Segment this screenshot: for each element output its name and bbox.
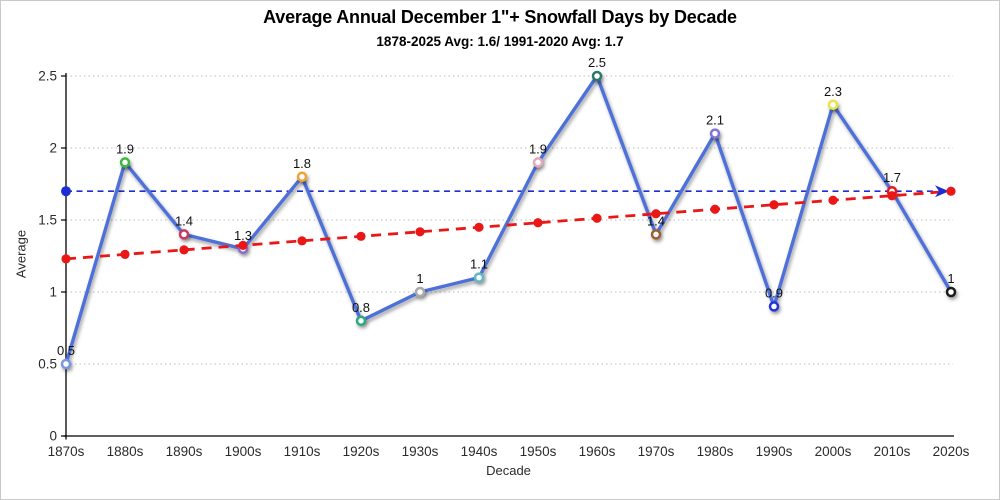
data-label-1890s: 1.4 bbox=[175, 213, 193, 228]
x-tick-label: 1870s bbox=[48, 444, 85, 459]
trend-dot bbox=[651, 209, 661, 219]
y-tick-label: 1.5 bbox=[38, 213, 57, 228]
x-tick-label: 1960s bbox=[579, 444, 616, 459]
reference-start-dot bbox=[61, 186, 71, 197]
data-point-2000s bbox=[827, 99, 839, 111]
data-label-1940s: 1.1 bbox=[470, 257, 488, 272]
trend-dot bbox=[297, 236, 307, 246]
trend-dot bbox=[769, 200, 779, 210]
data-label-1980s: 2.1 bbox=[706, 113, 724, 128]
x-tick-label: 1940s bbox=[461, 444, 498, 459]
series-polyline bbox=[64, 74, 953, 366]
data-label-1960s: 2.5 bbox=[588, 55, 606, 70]
x-tick-label: 2000s bbox=[815, 444, 852, 459]
series-line bbox=[64, 74, 953, 366]
trend-dot bbox=[474, 222, 484, 232]
data-point-1930s bbox=[414, 286, 426, 298]
data-label-1910s: 1.8 bbox=[293, 156, 311, 171]
x-tick-label: 1900s bbox=[225, 444, 262, 459]
data-point-1920s bbox=[355, 315, 367, 327]
x-tick-label: 1970s bbox=[638, 444, 675, 459]
trend-dot bbox=[179, 245, 189, 255]
data-labels: 0.5 1.9 1.4 1.3 1.8 0.8 1 1.1 1.9 2.5 1.4 2.1 0.9 2.3… bbox=[57, 55, 955, 358]
data-point-2020s bbox=[945, 286, 957, 298]
trend-dashed-line bbox=[65, 189, 952, 261]
axes: 0 0.5 1 1.5 2 2.5 1870s 1880s 1890s 1900s 1910s 192… bbox=[38, 69, 969, 460]
data-point-1910s bbox=[296, 171, 308, 183]
trend-dot bbox=[887, 191, 897, 201]
data-label-1880s: 1.9 bbox=[116, 141, 134, 156]
x-tick-label: 1910s bbox=[284, 444, 321, 459]
data-point-1870s bbox=[60, 358, 72, 370]
x-tick-label: 2010s bbox=[874, 444, 911, 459]
trend-dot bbox=[828, 195, 838, 205]
x-tick-label: 1990s bbox=[756, 444, 793, 459]
y-tick-label: 2.5 bbox=[38, 69, 57, 84]
y-tick-label: 2 bbox=[49, 141, 57, 156]
trend-dot bbox=[533, 218, 543, 228]
trend-dot bbox=[592, 213, 602, 223]
x-tick-label: 1930s bbox=[402, 444, 439, 459]
data-label-2000s: 2.3 bbox=[824, 84, 842, 99]
x-axis-title: Decade bbox=[486, 463, 531, 478]
trend-line bbox=[65, 189, 952, 261]
y-tick-label: 0.5 bbox=[38, 357, 57, 372]
data-point-1970s bbox=[650, 229, 662, 240]
data-label-2010s: 1.7 bbox=[883, 170, 901, 185]
x-tick-label: 1920s bbox=[343, 444, 380, 459]
data-point-1980s bbox=[709, 128, 721, 139]
x-tick-label: 1980s bbox=[697, 444, 734, 459]
data-point-1940s bbox=[473, 272, 485, 283]
data-point-1880s bbox=[119, 157, 131, 168]
x-tick-label: 1890s bbox=[166, 444, 203, 459]
y-tick-label: 1 bbox=[49, 285, 57, 300]
data-point-1890s bbox=[178, 229, 190, 240]
data-label-1870s: 0.5 bbox=[57, 343, 75, 358]
trend-dot bbox=[710, 204, 720, 214]
y-tick-label: 0 bbox=[49, 429, 57, 444]
chart-title: Average Annual December 1"+ Snowfall Day… bbox=[263, 7, 737, 27]
data-label-1950s: 1.9 bbox=[529, 141, 547, 156]
reference-arrow-head bbox=[935, 185, 949, 198]
data-label-1990s: 0.9 bbox=[765, 285, 783, 300]
trend-dot bbox=[61, 254, 71, 264]
data-label-1970s: 1.4 bbox=[647, 213, 665, 228]
chart-subtitle: 1878-2025 Avg: 1.6/ 1991-2020 Avg: 1.7 bbox=[376, 34, 624, 49]
trend-dot bbox=[238, 240, 248, 250]
y-gridlines bbox=[66, 75, 953, 365]
x-tick-label: 1950s bbox=[520, 444, 557, 459]
data-point-1990s bbox=[768, 301, 780, 312]
data-point-1950s bbox=[532, 157, 544, 168]
trend-dot bbox=[946, 186, 956, 196]
data-label-1930s: 1 bbox=[416, 271, 423, 286]
reference-line bbox=[61, 186, 937, 197]
data-label-2020s: 1 bbox=[947, 271, 954, 286]
trend-dot bbox=[415, 227, 425, 237]
trend-dots bbox=[61, 186, 956, 264]
data-label-1920s: 0.8 bbox=[352, 300, 370, 315]
trend-dot bbox=[120, 249, 130, 259]
trend-dot bbox=[356, 231, 366, 241]
x-tick-label: 1880s bbox=[107, 444, 144, 459]
data-point-1960s bbox=[591, 70, 603, 82]
data-label-1900s: 1.3 bbox=[234, 228, 252, 243]
x-tick-label: 2020s bbox=[933, 444, 970, 459]
